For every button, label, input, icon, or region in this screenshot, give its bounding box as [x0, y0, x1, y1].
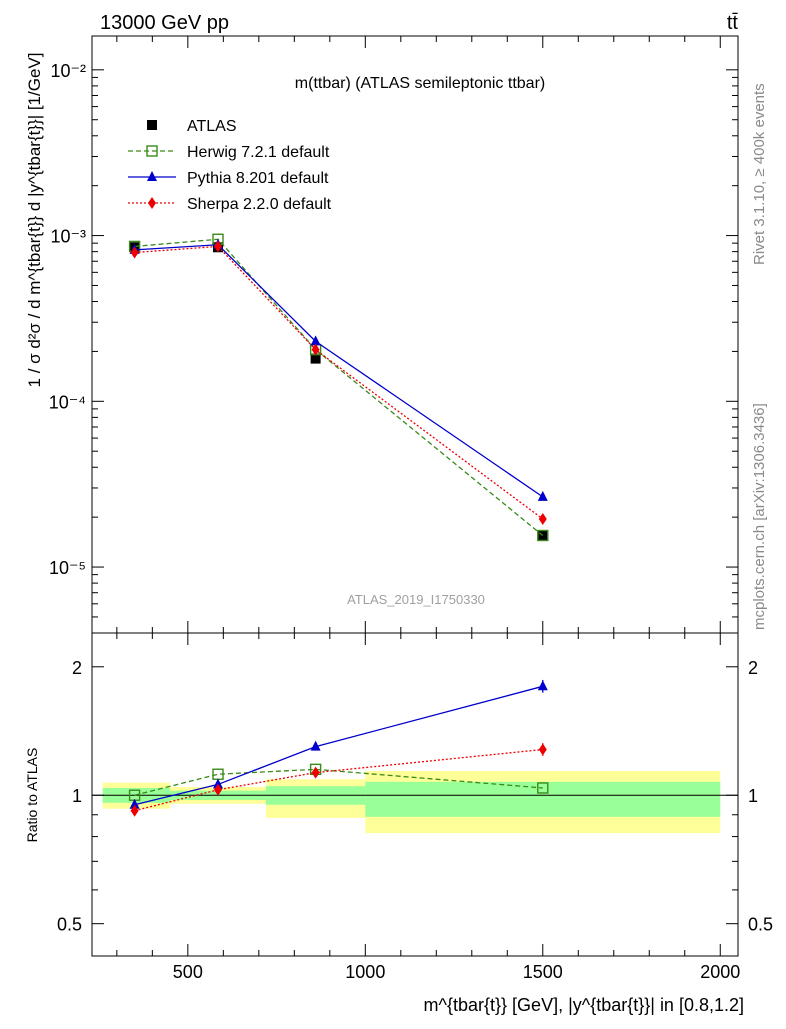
legend: ATLAS Herwig 7.2.1 default Pythia 8.201 de… [128, 118, 332, 213]
y-tick-label: 2 [72, 658, 82, 678]
main-plot-title: m(ttbar) (ATLAS semileptonic ttbar) [295, 75, 545, 92]
watermark: ATLAS_2019_I1750330 [347, 592, 485, 607]
pythia-ratio-point [310, 740, 321, 751]
y-tick-label: 10⁻³ [50, 227, 86, 247]
y-tick-label-right: 2 [748, 658, 758, 678]
legend-label-atlas: ATLAS [187, 118, 237, 135]
y-tick-label: 0.5 [57, 915, 82, 935]
sherpa-ratio-point [214, 783, 223, 796]
pythia-ratio-point [213, 778, 224, 789]
y-tick-label: 10⁻⁴ [49, 392, 86, 412]
pythia-ratio-point [129, 798, 140, 809]
sherpa-line [134, 245, 544, 520]
legend-label-sherpa: Sherpa 2.2.0 default [187, 196, 332, 213]
sherpa-point [538, 512, 547, 525]
legend-label-pythia: Pythia 8.201 default [187, 170, 329, 187]
main-y-axis-label: 1 / σ d²σ / d m^{tbar{t}} d |y^{tbar{t}}… [25, 53, 44, 388]
y-tick-label-right: 0.5 [748, 915, 773, 935]
x-tick-label: 1000 [345, 962, 385, 982]
pythia-line [134, 244, 544, 498]
main-panel: 10⁻⁵ 10⁻⁴ 10⁻³ 10⁻² ATLAS Herwig 7.2.1 defaul… [49, 35, 739, 634]
herwig-ratio-line [134, 768, 543, 796]
energy-label: 13000 GeV pp [100, 12, 229, 34]
sherpa-point [214, 240, 223, 253]
rivet-version-label: Rivet 3.1.10, ≥ 400k events [751, 83, 768, 265]
atlas-point [310, 353, 321, 364]
legend-marker-sherpa [148, 197, 156, 209]
ratio-y-axis-label: Ratio to ATLAS [24, 748, 40, 843]
herwig-ratio-point [537, 782, 549, 794]
ratio-panel: 500 1000 1500 2000 0.5 0.5 1 1 2 2 [57, 632, 773, 982]
ratio-plot-frame [91, 632, 739, 957]
x-tick-label: 500 [173, 962, 203, 982]
pythia-point [310, 335, 321, 346]
sherpa-ratio-point [130, 804, 139, 817]
legend-marker-pythia [147, 171, 157, 181]
sherpa-point [311, 343, 320, 356]
legend-marker-atlas [147, 120, 157, 130]
pythia-point [537, 490, 548, 501]
pythia-ratio-line [134, 685, 543, 806]
y-tick-label: 1 [72, 786, 82, 806]
x-tick-label: 1500 [523, 962, 563, 982]
sherpa-point [130, 246, 139, 259]
x-axis-label: m^{tbar{t}} [GeV], |y^{tbar{t}}| in [0.8… [424, 995, 744, 1015]
y-tick-label-right: 1 [748, 786, 758, 806]
mcplots-label: mcplots.cern.ch [arXiv:1306.3436] [751, 403, 768, 630]
herwig-point [537, 529, 549, 542]
legend-marker-herwig [146, 145, 158, 157]
x-tick-label: 2000 [700, 962, 740, 982]
process-label: tt̄ [727, 12, 739, 34]
herwig-line [134, 238, 544, 537]
sherpa-ratio-point [311, 766, 320, 779]
y-tick-label: 10⁻² [50, 61, 86, 81]
uncertainty-band-green-3 [365, 781, 721, 817]
y-tick-label: 10⁻⁵ [49, 558, 86, 578]
legend-label-herwig: Herwig 7.2.1 default [187, 144, 330, 161]
